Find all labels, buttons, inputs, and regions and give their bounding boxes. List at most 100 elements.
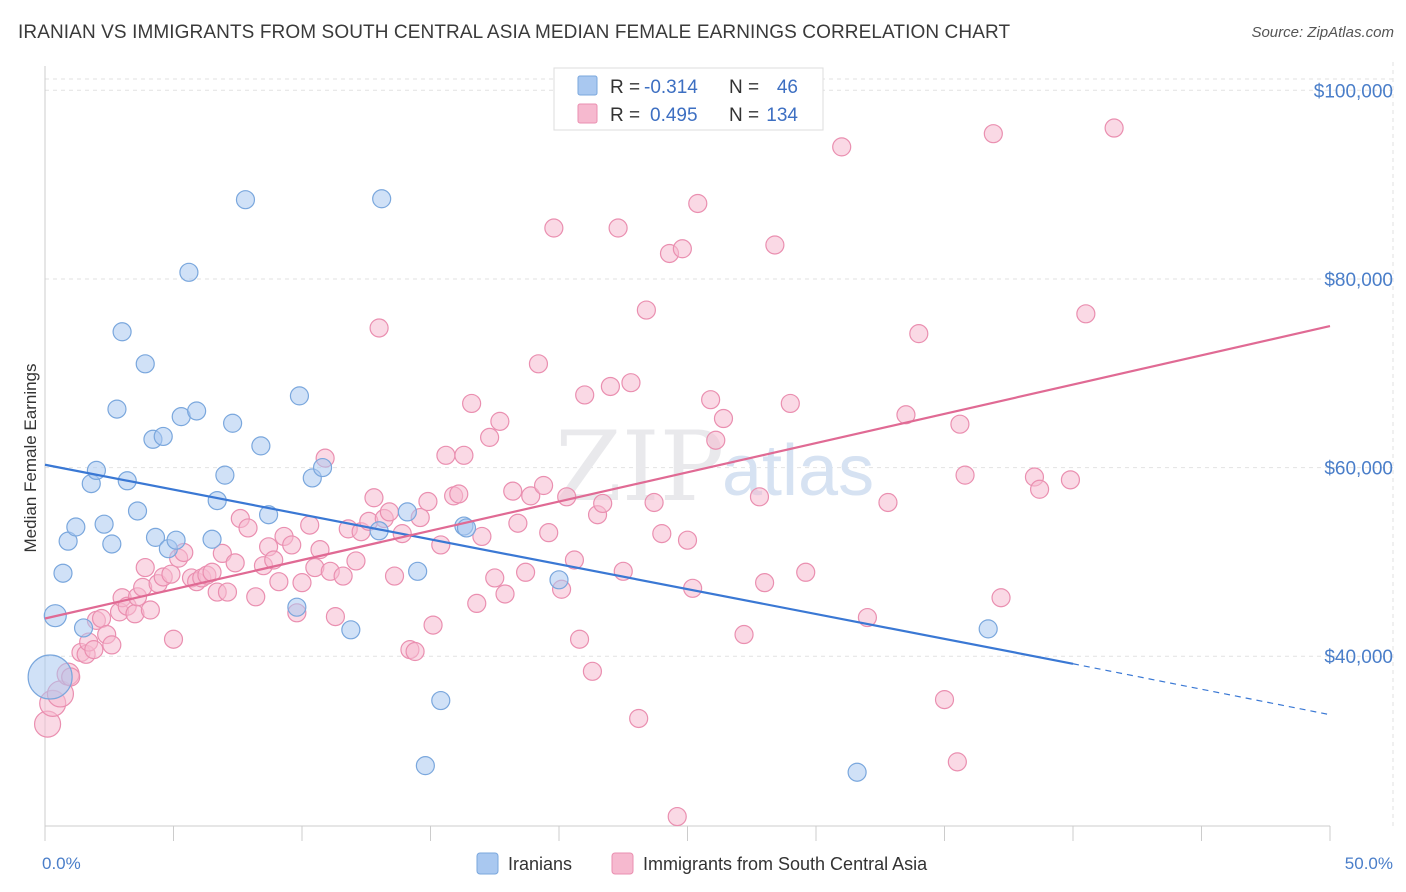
point-immigrants-77 <box>480 427 500 447</box>
point-immigrants-53 <box>333 566 353 586</box>
bottom-legend-swatch-immigrants <box>611 852 634 875</box>
point-immigrants-135 <box>878 492 898 513</box>
point-immigrants-104 <box>652 524 672 544</box>
point-iranians-14 <box>135 354 155 374</box>
point-iranians-17 <box>153 426 173 447</box>
point-immigrants-68 <box>423 615 443 635</box>
point-immigrants-90 <box>557 487 577 507</box>
point-immigrants-87 <box>539 523 559 543</box>
point-immigrants-97 <box>600 376 621 397</box>
point-immigrants-61 <box>379 502 399 522</box>
point-immigrants-107 <box>672 239 692 259</box>
point-iranians-44 <box>847 762 867 782</box>
point-immigrants-42 <box>269 572 289 592</box>
point-immigrants-117 <box>765 235 785 255</box>
point-immigrants-35 <box>225 553 245 573</box>
bottom-legend-label-immigrants: Immigrants from South Central Asia <box>643 854 928 874</box>
point-immigrants-62 <box>384 566 405 586</box>
point-iranians-28 <box>251 436 271 456</box>
legend-swatch-iranians <box>577 75 598 96</box>
point-immigrants-67 <box>418 491 438 512</box>
point-immigrants-69 <box>431 535 451 555</box>
point-immigrants-58 <box>364 488 384 508</box>
point-immigrants-46 <box>292 573 312 593</box>
trend-lines <box>44 325 1331 716</box>
legend-n-label-2: N = <box>729 105 759 126</box>
point-iranians-4 <box>66 517 86 537</box>
point-immigrants-96 <box>593 493 613 514</box>
point-immigrants-85 <box>528 354 549 374</box>
y-tick-label-1: $60,000 <box>1324 459 1393 480</box>
watermark-zip: ZIP <box>555 411 724 523</box>
point-immigrants-52 <box>325 607 346 627</box>
point-immigrants-125 <box>947 752 967 772</box>
point-iranians-38 <box>408 561 428 581</box>
legend-n-value-2: 134 <box>766 105 798 126</box>
point-immigrants-75 <box>467 593 487 614</box>
point-immigrants-86 <box>533 475 554 496</box>
point-iranians-37 <box>397 502 417 522</box>
point-immigrants-120 <box>832 137 852 157</box>
point-iranians-5 <box>73 618 94 638</box>
point-immigrants-83 <box>515 562 536 582</box>
point-immigrants-94 <box>582 661 603 681</box>
legend: R = -0.314 N = 46 R = 0.495 N = 134 <box>553 67 824 131</box>
point-immigrants-134 <box>1104 118 1124 138</box>
point-immigrants-20 <box>140 600 160 620</box>
point-immigrants-108 <box>677 530 698 550</box>
point-immigrants-91 <box>564 550 585 570</box>
x-tick-label-1: 50.0% <box>1345 854 1393 873</box>
point-immigrants-24 <box>163 629 184 649</box>
point-iranians-11 <box>112 322 132 342</box>
y-axis-label: Median Female Earnings <box>21 364 40 553</box>
point-immigrants-79 <box>490 411 510 431</box>
legend-box <box>553 67 824 131</box>
point-immigrants-78 <box>485 568 505 588</box>
point-iranians-39 <box>415 756 435 776</box>
point-iranians-24 <box>207 490 227 511</box>
point-iranians-40 <box>431 690 451 711</box>
point-immigrants-112 <box>706 430 726 450</box>
point-immigrants-37 <box>238 518 258 538</box>
point-iranians-23 <box>202 529 222 549</box>
point-immigrants-55 <box>346 551 366 571</box>
point-iranians-10 <box>107 399 127 419</box>
point-immigrants-92 <box>569 629 590 649</box>
legend-n-value-1: 46 <box>777 77 798 98</box>
point-immigrants-132 <box>1060 470 1081 490</box>
legend-r-value-1: -0.314 <box>644 77 698 98</box>
point-iranians-31 <box>289 386 310 406</box>
point-immigrants-84 <box>521 486 541 506</box>
point-immigrants-133 <box>1076 304 1096 324</box>
point-immigrants-103 <box>644 492 664 513</box>
point-iranians-27 <box>235 190 256 210</box>
point-immigrants-118 <box>780 393 800 414</box>
point-iranians-45 <box>978 619 998 639</box>
x-tick-label-0: 0.0% <box>42 854 81 873</box>
point-immigrants-23 <box>161 564 181 584</box>
point-immigrants-38 <box>246 587 266 607</box>
point-immigrants-59 <box>369 318 389 338</box>
point-immigrants-115 <box>749 487 770 507</box>
point-immigrants-65 <box>405 641 425 662</box>
point-iranians-21 <box>179 262 199 282</box>
point-immigrants-119 <box>796 562 816 582</box>
point-iranians-9 <box>102 534 122 554</box>
point-immigrants-131 <box>1029 479 1050 499</box>
legend-r-label-1: R = <box>610 77 640 98</box>
point-iranians-26 <box>223 413 243 433</box>
legend-r-label-2: R = <box>610 105 640 126</box>
point-iranians-22 <box>187 401 207 421</box>
point-immigrants-8 <box>84 640 104 660</box>
point-iranians-13 <box>127 501 148 521</box>
legend-n-label-1: N = <box>729 77 759 98</box>
watermark-atlas: atlas <box>722 431 874 511</box>
point-immigrants-19 <box>135 557 155 578</box>
point-immigrants-100 <box>621 373 641 393</box>
point-immigrants-126 <box>950 414 970 434</box>
point-immigrants-116 <box>754 573 775 593</box>
point-immigrants-10 <box>91 608 112 629</box>
point-iranians-19 <box>166 530 186 550</box>
point-iranians-2 <box>53 563 73 583</box>
bottom-legend: Iranians Immigrants from South Central A… <box>476 852 928 875</box>
